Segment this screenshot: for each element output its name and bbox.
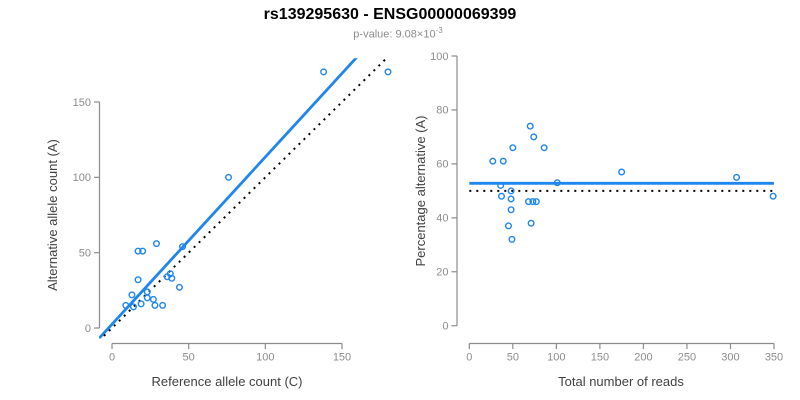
data-point [526,122,534,130]
y-tick-label: 40 [436,213,448,225]
data-point [129,303,137,311]
x-tick-label: 100 [547,352,565,364]
data-point [769,192,777,200]
data-point [553,179,561,187]
figure-subtitle: p-value: 9.08×10-3 [0,26,796,41]
data-point [509,144,517,152]
x-tick-label: 100 [256,352,274,364]
x-tick-label: 300 [721,352,739,364]
percentage-alternative-plot: 0 20 40 60 80 100 0 50 100 150 200 250 300 350 Total n… [413,51,783,389]
x-axis-title: Reference allele count (C) [151,374,302,389]
data-point [499,157,507,165]
data-point [225,173,233,181]
x-tick-label: 0 [466,352,472,364]
data-point [149,295,157,303]
y-tick-label: 60 [436,159,448,171]
data-point [168,274,176,282]
data-point [159,301,167,309]
x-tick-label: 250 [678,352,696,364]
data-point [179,243,187,251]
data-point [143,288,151,296]
data-point [497,181,505,189]
data-point [507,195,515,203]
x-tick-label: 50 [507,352,519,364]
p-value-text: p-value: 9.08×10 [353,28,436,41]
data-point [122,301,130,309]
data-point [529,198,537,206]
x-tick-label: 0 [109,352,115,364]
data-point [530,133,538,141]
data-point [532,198,540,206]
y-tick-label: 0 [85,323,91,335]
x-axis-title: Total number of reads [558,374,684,389]
data-point [507,206,515,214]
y-axis-title: Alternative allele count (A) [45,139,60,291]
data-point [152,240,160,248]
regression-line [98,58,358,339]
x-tick-label: 50 [183,352,195,364]
y-tick-label: 50 [79,247,91,259]
y-tick-label: 100 [430,51,448,63]
data-point [134,247,142,255]
data-point [320,68,328,76]
data-point [527,219,535,227]
data-point [384,68,392,76]
data-point [128,291,136,299]
data-point [498,192,506,200]
y-tick-label: 150 [73,97,91,109]
y-tick-label: 20 [436,267,448,279]
data-point [489,157,497,165]
x-tick-label: 150 [333,352,351,364]
y-tick-label: 0 [442,321,448,333]
data-point [504,222,512,230]
data-point [175,283,183,291]
x-tick-label: 150 [591,352,609,364]
figure-title: rs139295630 - ENSG00000069399 [263,6,517,23]
data-point [508,235,516,243]
data-point [151,301,159,309]
data-point [134,276,142,284]
data-point [524,198,532,206]
data-point [540,144,548,152]
y-tick-label: 100 [73,172,91,184]
x-tick-label: 200 [634,352,652,364]
data-point [139,247,147,255]
y-tick-label: 80 [436,105,448,117]
data-point [618,168,626,176]
data-point [137,300,145,308]
x-tick-label: 350 [765,352,783,364]
data-point [733,173,741,181]
p-value-exponent: -3 [435,26,443,35]
y-axis-title: Percentage alternative (A) [413,115,428,266]
allele-counts-plot: 0 50 100 150 0 50 100 150 Reference allele count… [45,58,392,389]
data-point [143,294,151,302]
data-point [507,187,515,195]
identity-line [99,58,388,339]
